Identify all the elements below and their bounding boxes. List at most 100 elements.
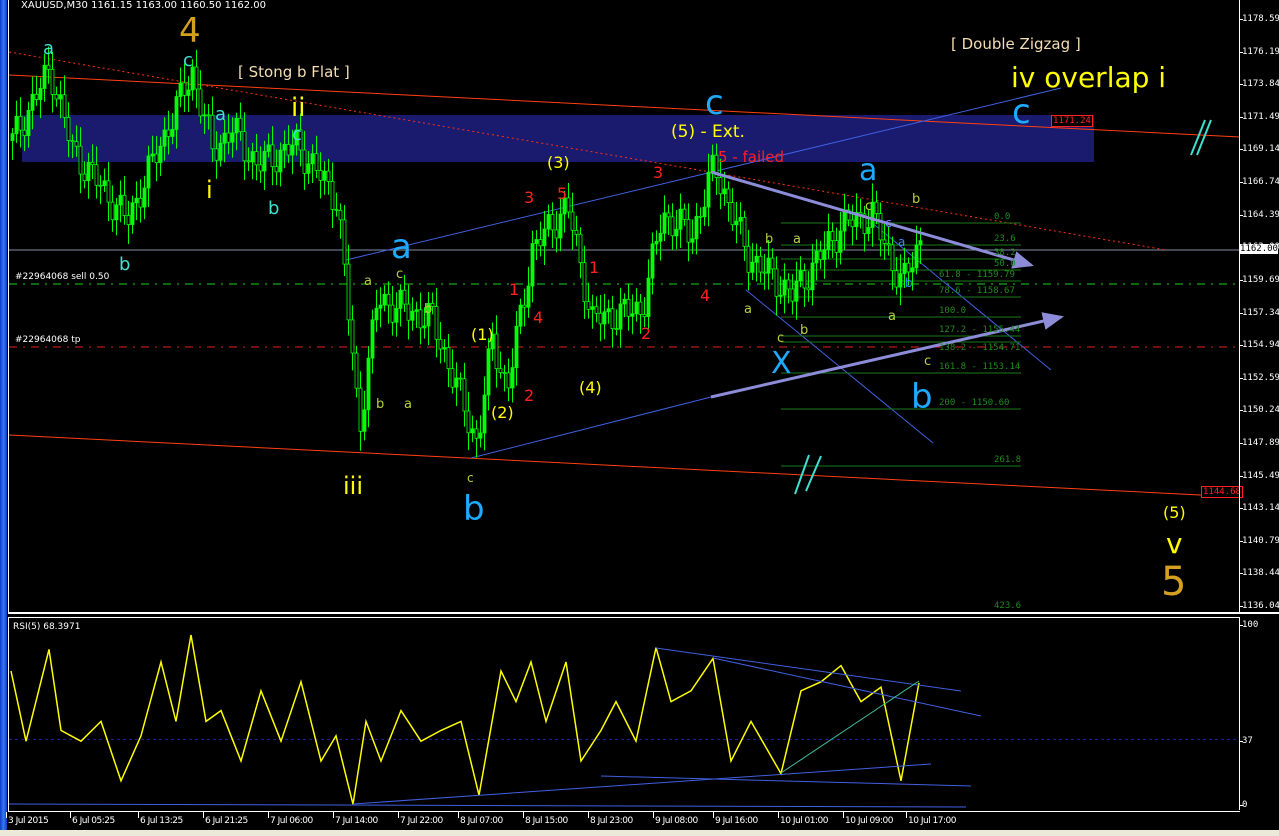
candle-body [498, 368, 503, 373]
candle [542, 210, 547, 265]
price-tick: 1147.89 [1240, 437, 1279, 448]
time-label: 6 Jul 21:25 [203, 812, 248, 826]
candle [570, 192, 575, 250]
rsi-trendline [9, 803, 967, 808]
candle [234, 112, 239, 151]
candle-body [718, 177, 723, 195]
candle-body [442, 347, 447, 350]
candle-body [630, 313, 635, 317]
candle-body [342, 219, 347, 265]
price-tick: 1150.24 [1240, 405, 1279, 416]
candle [586, 282, 591, 319]
candle-body [146, 155, 151, 189]
candle-body [34, 93, 39, 100]
candle-body [270, 144, 275, 168]
candle-body [694, 215, 699, 240]
price-axis[interactable]: 1178.59 1176.19 1173.84 1171.49 1169.14 1166.… [1239, 0, 1279, 612]
candle-body [906, 262, 911, 273]
candle-body [230, 132, 235, 143]
candle-body [182, 82, 187, 96]
candle [686, 203, 691, 262]
candle-body [854, 212, 859, 228]
candle [146, 145, 151, 207]
candle-body [886, 243, 891, 246]
price-chart[interactable]: XAUUSD,M30 1161.15 1163.00 1160.50 1162.… [8, 0, 1243, 612]
candle-body [874, 201, 879, 214]
candle-body [266, 144, 271, 152]
rsi-trendline [712, 657, 982, 717]
time-label: 8 Jul 07:00 [458, 812, 503, 826]
candle-body [822, 249, 827, 260]
candle-body [150, 153, 155, 157]
candle-body [90, 161, 95, 166]
candle [462, 362, 467, 427]
candle [314, 135, 319, 179]
candle-body [746, 245, 751, 273]
candle-body [82, 173, 87, 182]
candle [810, 244, 815, 306]
candle-body [918, 240, 923, 246]
candle [378, 287, 383, 328]
time-axis: 3 Jul 2015 6 Jul 05:25 6 Jul 13:25 6 Jul 21… [5, 812, 1239, 830]
candle-body [798, 270, 803, 282]
candle [698, 207, 703, 234]
candle [814, 239, 819, 281]
price-tick: 1140.79 [1240, 535, 1279, 546]
candle [278, 142, 283, 187]
wave-label: b [800, 323, 809, 338]
rsi-panel[interactable]: RSI(5) 68.3971 [8, 617, 1240, 812]
panel-divider[interactable] [8, 612, 1279, 614]
candle [786, 273, 791, 304]
candle-body [66, 117, 71, 141]
candle-body [610, 308, 615, 330]
candle-body [826, 231, 831, 251]
candle-body [594, 306, 599, 314]
candle [178, 67, 183, 108]
candle-body [258, 164, 263, 172]
candle-body [390, 304, 395, 323]
wave-label: c [467, 471, 474, 485]
candle [450, 349, 455, 394]
candle [434, 287, 439, 358]
candle [518, 298, 523, 335]
support-arrow [710, 312, 1064, 399]
price-tag-lower: 1144.68 [1201, 486, 1243, 498]
candle [330, 162, 335, 229]
candle [826, 213, 831, 259]
candle-body [698, 215, 703, 218]
candle-body [38, 88, 43, 100]
candle [362, 390, 367, 441]
candle [182, 63, 187, 112]
wave-label: 1 [589, 258, 600, 277]
candle-body [414, 309, 419, 312]
candle-body [54, 94, 59, 100]
candle-body [838, 230, 843, 253]
candle-body [682, 208, 687, 220]
fib-level-label: 127.2 - 1155.44 [939, 325, 1021, 335]
candle [486, 338, 491, 411]
candle [866, 210, 871, 242]
candle [546, 204, 551, 237]
candle-body [770, 257, 775, 270]
candle [254, 133, 259, 181]
candle-body [734, 220, 739, 226]
candle [250, 142, 255, 180]
candle [682, 203, 687, 226]
candle-body [522, 304, 527, 308]
price-tick: 1164.39 [1240, 209, 1279, 220]
wave-label: b [268, 198, 280, 219]
candle-body [618, 303, 623, 330]
candle-body [190, 66, 195, 91]
candle [734, 201, 739, 244]
candle-body [810, 262, 815, 291]
time-label: 3 Jul 2015 [5, 812, 49, 826]
candle [230, 117, 235, 158]
candle [402, 274, 407, 312]
rsi-trendline [655, 647, 962, 692]
candle [98, 175, 103, 205]
candle [490, 322, 495, 361]
candle-body [394, 308, 399, 323]
candle-body [42, 64, 47, 89]
candle-body [670, 216, 675, 237]
candle [678, 193, 683, 248]
